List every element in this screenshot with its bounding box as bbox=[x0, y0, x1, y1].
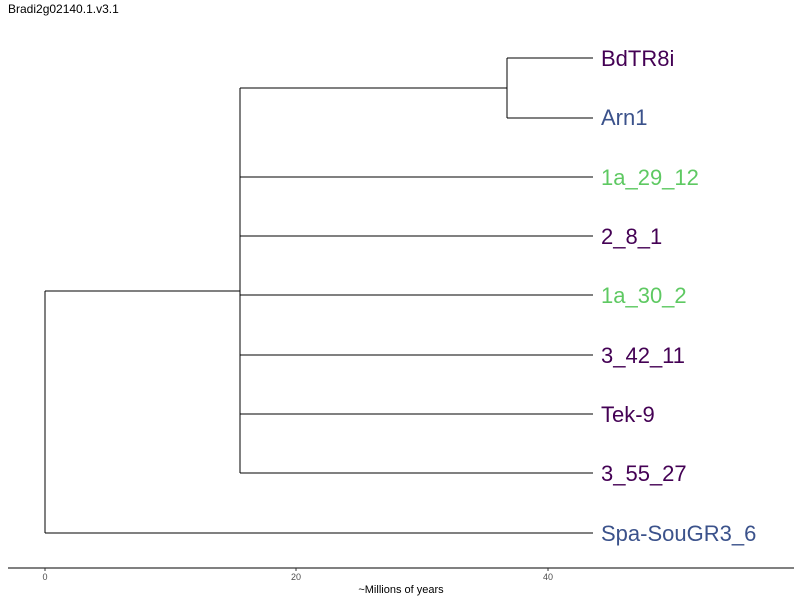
tip-label-arn1: Arn1 bbox=[601, 105, 647, 130]
time-axis: 0 20 40 ~Millions of years bbox=[8, 567, 794, 596]
tip-label-1a-29-12: 1a_29_12 bbox=[601, 165, 699, 190]
tip-label-3-42-11: 3_42_11 bbox=[601, 343, 685, 368]
tip-label-tek-9: Tek-9 bbox=[601, 402, 655, 427]
axis-tick-label-40: 40 bbox=[543, 572, 553, 582]
tip-label-bdtr8i: BdTR8i bbox=[601, 46, 674, 71]
tip-label-1a-30-2: 1a_30_2 bbox=[601, 283, 687, 308]
tip-labels: BdTR8i Arn1 1a_29_12 2_8_1 1a_30_2 3_42_… bbox=[601, 46, 756, 546]
axis-tick-label-20: 20 bbox=[291, 572, 301, 582]
tree-branches bbox=[44, 57, 593, 534]
tip-label-spa-sougr3-6: Spa-SouGR3_6 bbox=[601, 521, 756, 546]
tip-label-3-55-27: 3_55_27 bbox=[601, 461, 687, 486]
tip-label-2-8-1: 2_8_1 bbox=[601, 224, 662, 249]
axis-tick-label-0: 0 bbox=[42, 572, 47, 582]
tree-title: Bradi2g02140.1.v3.1 bbox=[8, 2, 119, 16]
axis-label: ~Millions of years bbox=[358, 584, 444, 596]
